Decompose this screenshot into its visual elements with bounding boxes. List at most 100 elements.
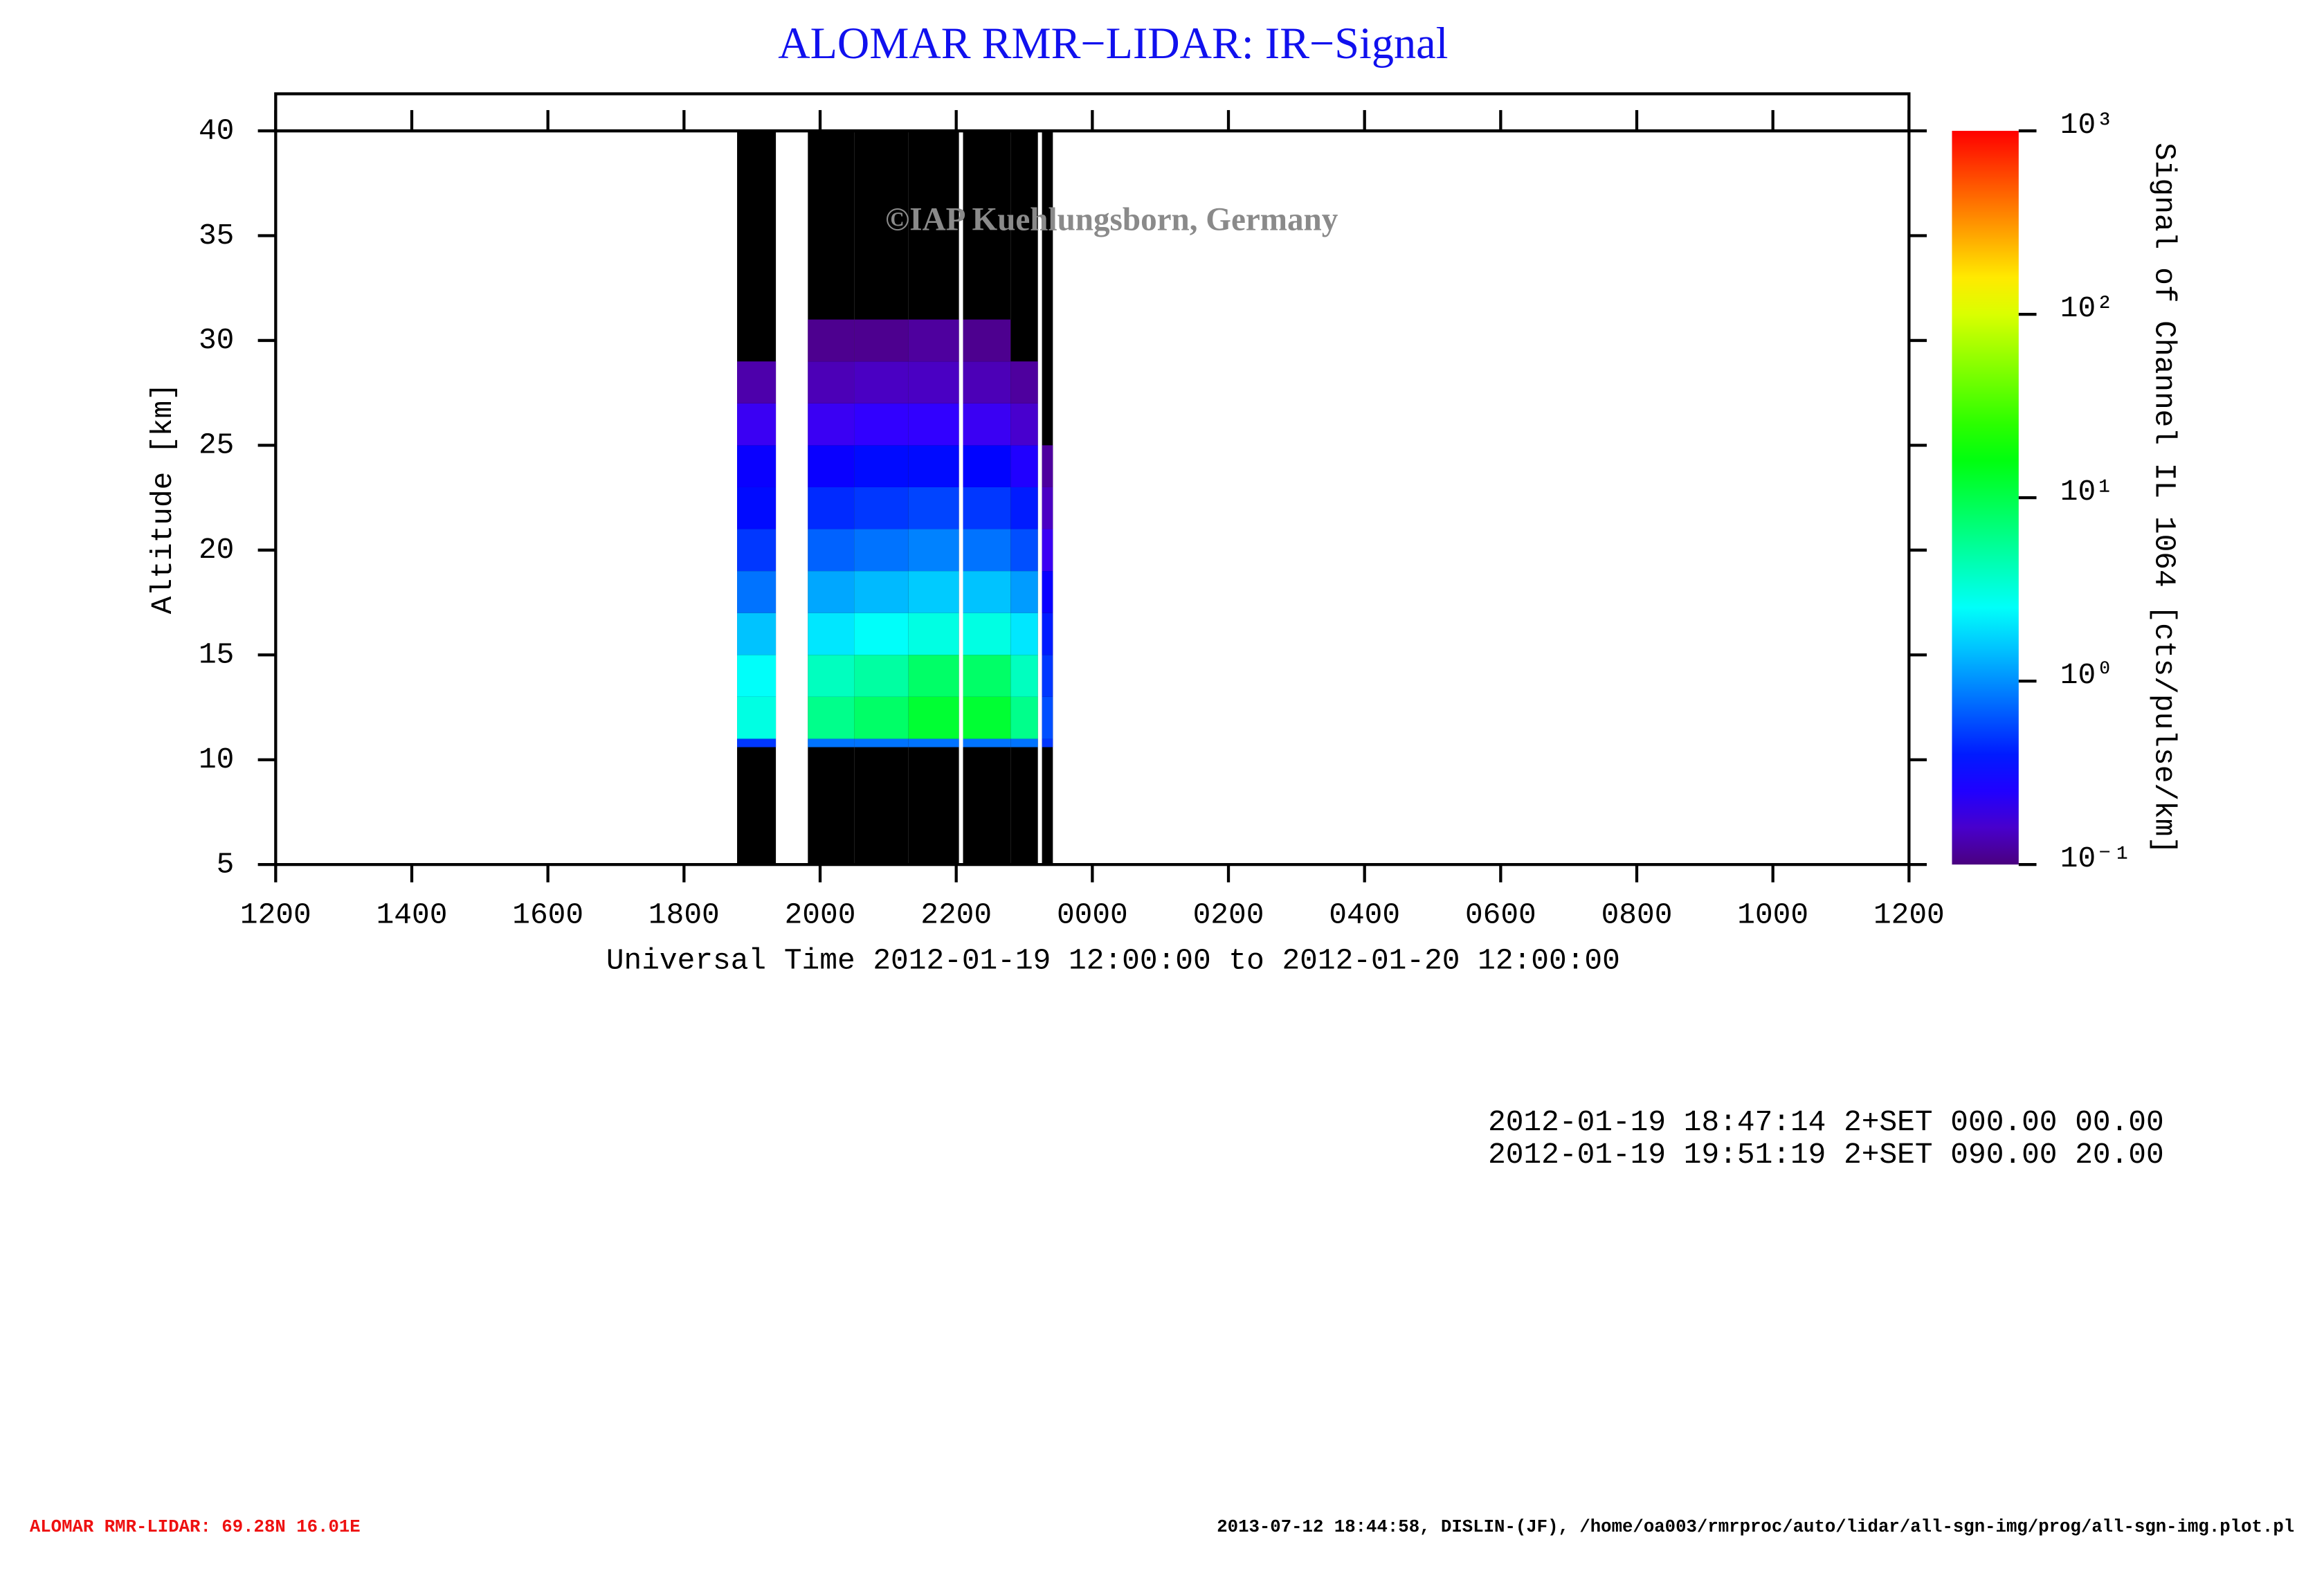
heat-cell xyxy=(737,571,777,613)
heat-cell xyxy=(737,655,777,697)
heat-cell xyxy=(963,696,1011,739)
heat-cell xyxy=(808,613,855,655)
heat-cell xyxy=(737,403,777,446)
heat-cell xyxy=(808,655,855,697)
heat-cell xyxy=(1010,403,1038,446)
x-tick-label: 2000 xyxy=(785,898,856,932)
x-tick-label: 0000 xyxy=(1057,898,1128,932)
heat-cell xyxy=(854,319,909,362)
heat-cell xyxy=(1042,445,1053,487)
heat-cell xyxy=(737,445,777,487)
colorbar-label: Signal of Channel IL 1064 [cts/pulse/km] xyxy=(2147,143,2181,854)
heat-cell xyxy=(908,529,959,572)
heat-cell xyxy=(854,445,909,487)
heat-cell xyxy=(1010,696,1038,739)
y-tick-label: 5 xyxy=(217,847,235,881)
heat-cell xyxy=(808,319,855,362)
heat-cell xyxy=(808,696,855,739)
heat-cell xyxy=(908,613,959,655)
heat-cell xyxy=(1042,738,1053,747)
heat-cell xyxy=(963,487,1011,529)
heat-cell xyxy=(737,696,777,739)
heat-cell xyxy=(908,319,959,362)
info-line: 2012-01-19 19:51:19 2+SET 090.00 20.00 xyxy=(1488,1138,2164,1172)
heat-cell xyxy=(908,445,959,487)
colorbar-tick-label: 10⁻¹ xyxy=(2060,842,2132,876)
heat-cell xyxy=(854,738,909,747)
heat-cell xyxy=(808,445,855,487)
heat-cell xyxy=(737,361,777,403)
heat-cell xyxy=(963,613,1011,655)
heat-cell xyxy=(1010,655,1038,697)
plot-frame xyxy=(274,129,1911,867)
colorbar-tick-label: 10⁰ xyxy=(2060,658,2114,692)
heat-cell xyxy=(908,696,959,739)
x-tick-label: 1000 xyxy=(1737,898,1808,932)
colorbar-tick-label: 10² xyxy=(2060,291,2114,325)
heat-cell xyxy=(963,738,1011,747)
heat-cell xyxy=(963,571,1011,613)
x-tick-label: 0600 xyxy=(1465,898,1536,932)
heat-cell xyxy=(808,487,855,529)
y-tick-label: 10 xyxy=(199,743,234,777)
x-tick-label: 1200 xyxy=(1873,898,1945,932)
heat-cell xyxy=(854,571,909,613)
y-tick-label: 15 xyxy=(199,638,234,672)
heat-cell xyxy=(1042,529,1053,572)
heat-cell xyxy=(1042,487,1053,529)
heat-cell xyxy=(1010,529,1038,572)
x-tick-label: 2200 xyxy=(920,898,992,932)
y-axis-label: Altitude [km] xyxy=(146,383,180,614)
heat-cell xyxy=(854,403,909,446)
footer-right: 2013-07-12 18:44:58, DISLIN-(JF), /home/… xyxy=(1217,1517,2294,1537)
x-tick-label: 1200 xyxy=(240,898,311,932)
heat-cell xyxy=(963,403,1011,446)
heat-cell xyxy=(1010,571,1038,613)
colorbar-tick-label: 10³ xyxy=(2060,108,2114,142)
heat-cell xyxy=(854,696,909,739)
heat-cell xyxy=(854,487,909,529)
heat-cell xyxy=(1010,361,1038,403)
heat-cell xyxy=(908,487,959,529)
colorbar xyxy=(1952,131,2019,865)
heat-cell xyxy=(1010,445,1038,487)
heat-cell xyxy=(808,529,855,572)
heat-cell xyxy=(1042,696,1053,739)
info-line: 2012-01-19 18:47:14 2+SET 000.00 00.00 xyxy=(1488,1105,2164,1139)
chart-title: ALOMAR RMR−LIDAR: IR−Signal xyxy=(778,19,1448,68)
heat-cell xyxy=(737,738,777,747)
watermark: ©IAP Kuehlungsborn, Germany xyxy=(885,202,1338,238)
heat-cell xyxy=(737,487,777,529)
x-tick-label: 1400 xyxy=(376,898,448,932)
colorbar-tick-label: 10¹ xyxy=(2060,475,2114,509)
x-tick-label: 1600 xyxy=(512,898,583,932)
x-tick-label: 0800 xyxy=(1601,898,1673,932)
heat-cell xyxy=(963,655,1011,697)
heat-cell xyxy=(854,361,909,403)
heat-cell xyxy=(908,571,959,613)
heat-cell xyxy=(808,361,855,403)
heat-cell xyxy=(1042,571,1053,613)
heat-cell xyxy=(908,361,959,403)
heat-cell xyxy=(908,655,959,697)
footer-left: ALOMAR RMR-LIDAR: 69.28N 16.01E xyxy=(30,1517,361,1537)
heat-cell xyxy=(963,445,1011,487)
heat-cell xyxy=(737,613,777,655)
heat-cell xyxy=(737,529,777,572)
y-tick-label: 35 xyxy=(199,219,234,253)
heat-cell xyxy=(963,529,1011,572)
y-tick-label: 25 xyxy=(199,428,234,462)
x-tick-label: 0200 xyxy=(1193,898,1264,932)
heat-cell xyxy=(854,613,909,655)
heat-cell xyxy=(963,361,1011,403)
heat-cell xyxy=(1010,613,1038,655)
heat-cell xyxy=(1010,738,1038,747)
heat-cell xyxy=(908,403,959,446)
heat-cell xyxy=(1042,613,1053,655)
heat-cell xyxy=(808,738,855,747)
heat-cell xyxy=(1042,655,1053,697)
heat-cell xyxy=(854,529,909,572)
y-tick-label: 20 xyxy=(199,533,234,567)
y-tick-label: 30 xyxy=(199,323,234,357)
